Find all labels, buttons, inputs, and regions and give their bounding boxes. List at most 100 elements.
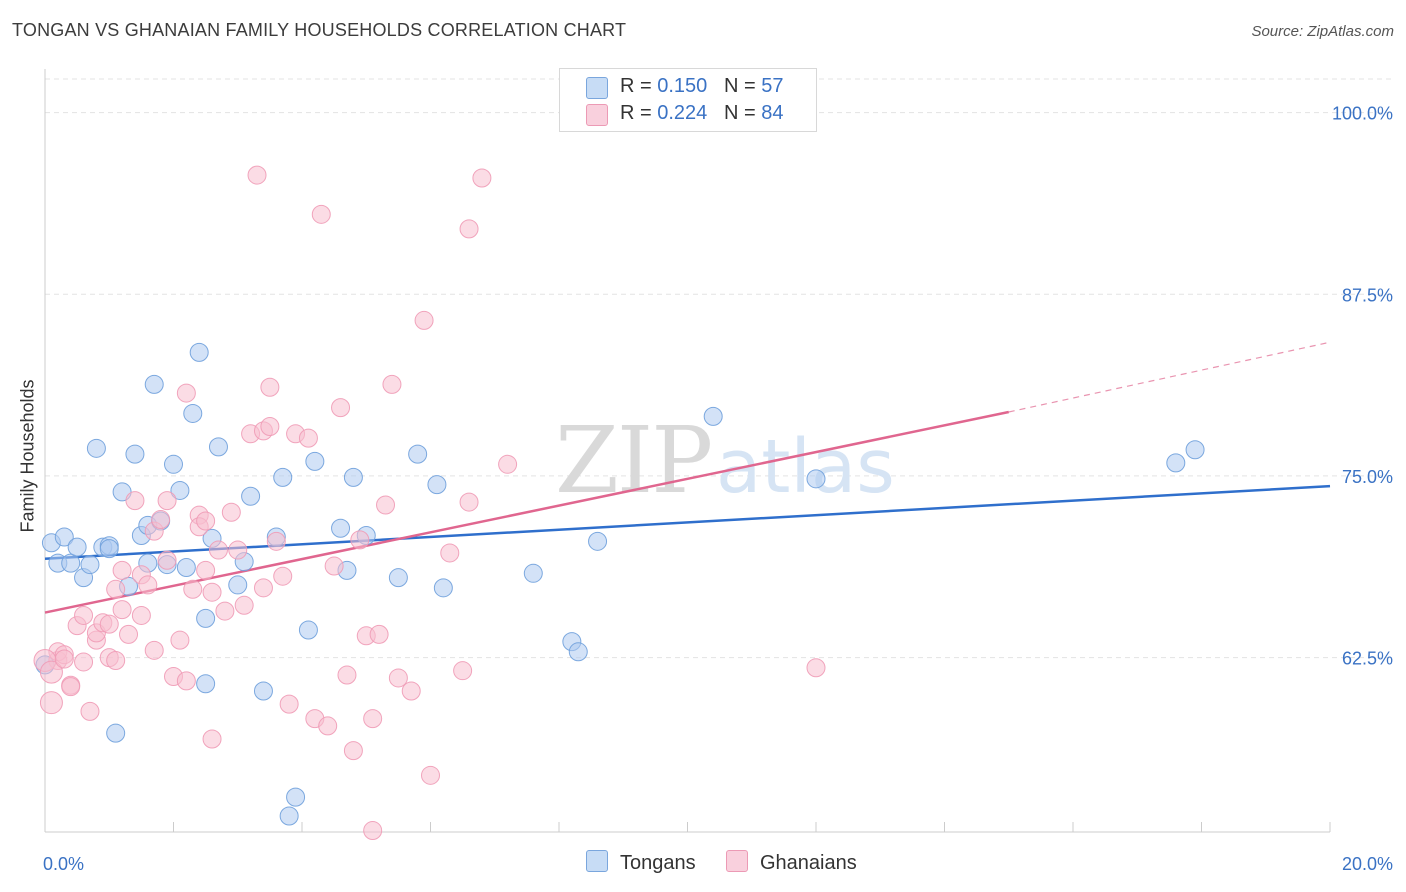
data-point (388, 568, 408, 588)
data-point (382, 374, 402, 394)
legend-swatch-ghanaians (586, 104, 608, 126)
data-point (266, 531, 286, 551)
y-tick-label: 75.0% (1342, 467, 1393, 487)
y-tick-label: 100.0% (1332, 104, 1393, 124)
data-point (196, 608, 216, 628)
data-point (350, 530, 370, 550)
data-point (112, 600, 132, 620)
data-point (279, 806, 299, 826)
legend-swatch-tongans (586, 77, 608, 99)
series-swatch-tongans (586, 850, 608, 872)
data-point (376, 495, 396, 515)
data-point (343, 741, 363, 761)
y-tick-label: 62.5% (1342, 649, 1393, 669)
data-point (196, 560, 216, 580)
data-point (112, 560, 132, 580)
data-point (176, 383, 196, 403)
series-label-tongans: Tongans (620, 852, 696, 874)
data-point (39, 691, 63, 715)
series-legend-tongans[interactable]: Tongans (586, 850, 696, 875)
data-point (440, 543, 460, 563)
chart-source: Source: ZipAtlas.com (1251, 23, 1394, 40)
y-tick-label: 87.5% (1342, 285, 1393, 305)
watermark-zip: ZIP (555, 407, 711, 514)
data-point (337, 665, 357, 685)
data-point (1166, 453, 1186, 473)
data-point (208, 437, 228, 457)
data-point (286, 787, 306, 807)
data-point (80, 555, 100, 575)
data-point (106, 651, 126, 671)
data-point (86, 438, 106, 458)
data-point (498, 454, 518, 474)
data-point (106, 579, 126, 599)
data-point (331, 398, 351, 418)
data-point (472, 168, 492, 188)
series-ghanaians (33, 165, 826, 841)
data-point (183, 403, 203, 423)
data-point (176, 557, 196, 577)
data-point (260, 377, 280, 397)
data-point (67, 537, 87, 557)
data-point (363, 709, 383, 729)
data-point (106, 723, 126, 743)
data-point (215, 601, 235, 621)
trend-line-tongans (44, 484, 1331, 561)
data-point (202, 582, 222, 602)
data-point (305, 451, 325, 471)
data-point (363, 821, 383, 841)
data-point (202, 729, 222, 749)
data-point (253, 578, 273, 598)
data-point (189, 342, 209, 362)
data-point (401, 681, 421, 701)
data-point (408, 444, 428, 464)
data-point (54, 649, 74, 669)
tick-labels: 62.5% 75.0% 87.5% 100.0% 0.0% 20.0% (43, 104, 1393, 874)
legend-r-label: R = (620, 75, 658, 97)
series-tongans (35, 342, 1205, 826)
data-point (806, 658, 826, 678)
data-point (196, 674, 216, 694)
trend-extension-ghanaians (1008, 341, 1331, 413)
data-point (247, 165, 267, 185)
data-point (208, 540, 228, 560)
legend-r-value: 0.150 (657, 75, 708, 97)
data-point (151, 510, 171, 530)
data-point (74, 605, 94, 625)
data-point (125, 491, 145, 511)
data-point (99, 539, 119, 559)
data-point (99, 614, 119, 634)
data-point (459, 492, 479, 512)
data-point (138, 575, 158, 595)
watermark: ZIP atlas (555, 407, 895, 514)
data-point (260, 417, 280, 437)
data-point (131, 605, 151, 625)
data-point (369, 624, 389, 644)
data-point (459, 219, 479, 239)
legend-n-label: N = (723, 75, 762, 97)
data-point (523, 563, 543, 583)
legend-r-label: R = (620, 102, 658, 124)
data-point (54, 527, 74, 547)
data-point (453, 661, 473, 681)
legend-r-value: 0.224 (657, 102, 708, 124)
data-point (421, 765, 440, 785)
data-point (568, 642, 588, 662)
series-legend-ghanaians[interactable]: Ghanaians (726, 850, 857, 875)
data-point (228, 575, 248, 595)
series-label-ghanaians: Ghanaians (760, 852, 857, 874)
data-point (388, 668, 408, 688)
data-point (433, 578, 453, 598)
data-point (170, 630, 190, 650)
data-point (170, 480, 190, 500)
data-point (157, 550, 177, 570)
data-point (298, 620, 318, 640)
data-point (183, 579, 203, 599)
data-point (144, 640, 164, 660)
data-point (324, 556, 344, 576)
data-point (80, 701, 100, 721)
series-legend: Tongans Ghanaians (0, 848, 1406, 878)
data-point (1185, 440, 1205, 460)
data-point (164, 454, 183, 474)
